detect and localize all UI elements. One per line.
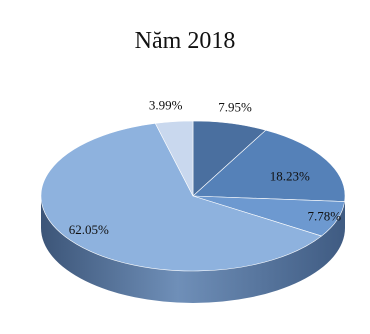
pie-slice [154,120,194,197]
pie-slice-group [40,120,346,272]
pie-label-group: 7.95% 18.23% 7.78% 62.05% 3.99% [69,98,341,237]
pie-slice-label: 62.05% [69,222,109,237]
pie-side-group [41,196,345,303]
pie-slice-label: 7.78% [307,209,341,224]
pie-slice-label: 7.95% [218,100,252,115]
pie-slice-label: 18.23% [270,169,310,184]
pie-slice-label: 3.99% [149,98,183,113]
pie-side-wall [41,196,345,303]
pie-slice [40,123,323,272]
pie-slice [192,129,346,202]
chart-title: Năm 2018 [135,28,236,54]
